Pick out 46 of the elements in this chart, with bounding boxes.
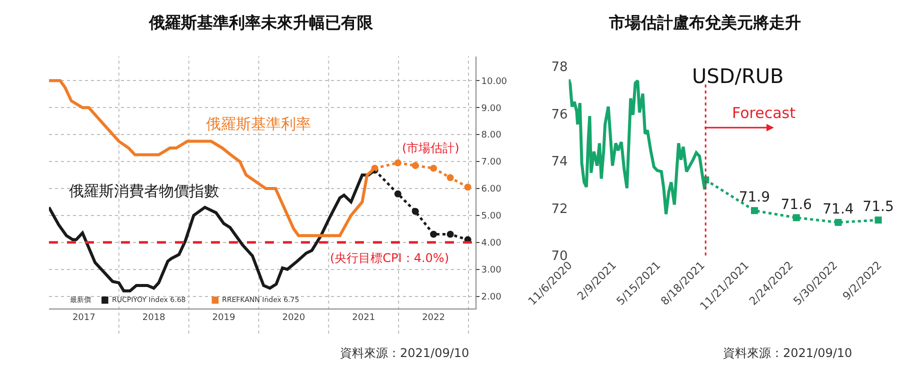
- annotation: USD/RUB: [692, 64, 784, 88]
- point: [464, 184, 472, 191]
- point: [430, 230, 438, 238]
- annotation: Forecast: [732, 104, 796, 122]
- y-tick-label: 6.00: [481, 184, 502, 195]
- x-tick-label: 2021: [352, 313, 376, 324]
- y-tick-label: 76: [551, 107, 568, 122]
- point: [430, 164, 438, 172]
- data-label: 71.4: [822, 202, 854, 218]
- annotation: 俄羅斯基準利率: [206, 115, 311, 133]
- data-label: 71.9: [738, 190, 770, 206]
- chart-title: 俄羅斯基準利率未來升幅已有限: [148, 13, 374, 32]
- y-tick-label: 8.00: [481, 130, 502, 141]
- point: [792, 214, 800, 222]
- chart-title: 市場估計盧布兌美元將走升: [608, 13, 801, 32]
- x-tick-label: 2022: [422, 313, 445, 324]
- x-tick-label: 2019: [212, 313, 236, 324]
- y-tick-label: 72: [551, 202, 568, 217]
- point: [394, 159, 402, 166]
- source-note: 資料來源：2021/09/10: [723, 346, 852, 360]
- y-tick-label: 74: [551, 154, 568, 170]
- y-tick-label: 4.00: [481, 238, 502, 249]
- x-tick-label: 2017: [72, 313, 96, 324]
- y-tick-label: 7.00: [481, 158, 502, 168]
- data-label: 71.6: [780, 196, 812, 213]
- y-tick-label: 9.00: [481, 104, 502, 114]
- point: [412, 162, 419, 170]
- point: [446, 230, 454, 238]
- y-tick-label: 5.00: [481, 212, 502, 222]
- data-label: 71.5: [862, 199, 894, 216]
- y-tick-label: 78: [551, 60, 568, 76]
- ref-line-label: (央行目標CPI：4.0%): [330, 251, 450, 265]
- annotation: (市場估計): [402, 141, 460, 155]
- y-tick-label: 10.00: [481, 76, 508, 87]
- x-tick-label: 2020: [282, 313, 306, 324]
- point: [412, 208, 419, 215]
- y-tick-label: 3.00: [481, 265, 502, 276]
- point: [750, 207, 758, 214]
- point: [834, 218, 842, 226]
- x-tick-label: 2018: [142, 313, 166, 324]
- y-tick-label: 2.00: [481, 292, 502, 302]
- annotation: 俄羅斯消費者物價指數: [69, 182, 219, 200]
- point: [874, 216, 882, 224]
- point: [446, 174, 454, 182]
- point: [394, 190, 402, 198]
- source-note: 資料來源：2021/09/10: [340, 346, 470, 360]
